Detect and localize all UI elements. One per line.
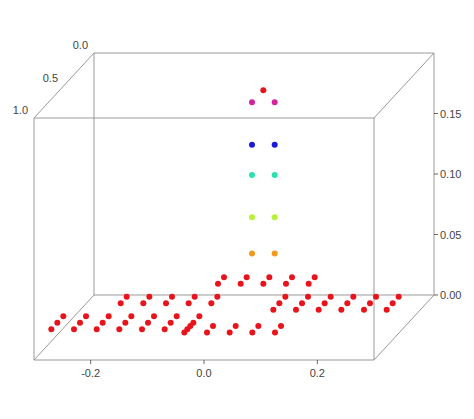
svg-text:-0.2: -0.2 [81, 367, 100, 379]
svg-text:0.05: 0.05 [440, 229, 461, 241]
svg-text:0.15: 0.15 [440, 108, 461, 120]
svg-text:0.0: 0.0 [196, 367, 211, 379]
svg-text:0.0: 0.0 [73, 39, 88, 51]
svg-text:1.0: 1.0 [13, 104, 28, 116]
svg-text:0.2: 0.2 [310, 367, 325, 379]
svg-text:0.10: 0.10 [440, 168, 461, 180]
svg-text:0.5: 0.5 [43, 72, 58, 84]
svg-text:0.00: 0.00 [440, 289, 461, 301]
